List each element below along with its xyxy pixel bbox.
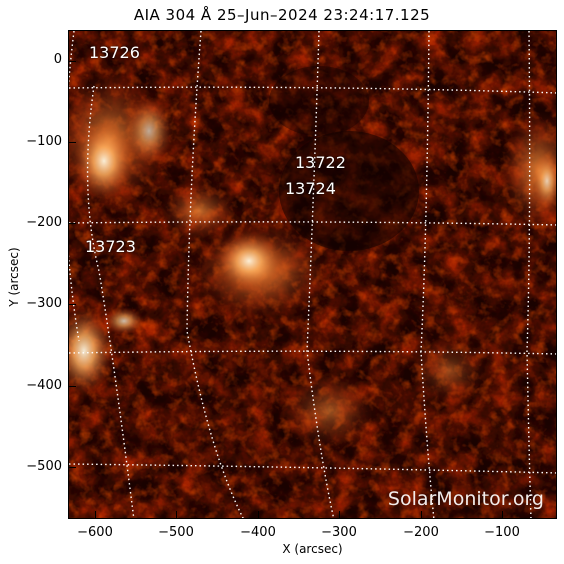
x-tick-mark [95,511,96,519]
x-tick-mark [258,511,259,519]
y-tick-mark [68,386,76,387]
region-label: 13724 [285,179,336,198]
x-tick-mark [176,511,177,519]
image-title: AIA 304 Å 25–Jun–2024 23:24:17.125 [133,6,431,24]
y-tick-mark [68,61,76,62]
x-tick-label: −500 [158,525,194,540]
region-label: 13722 [295,153,346,172]
x-tick-label: −600 [77,525,113,540]
x-tick-label: −200 [403,525,439,540]
x-tick-mark [502,511,503,519]
x-axis-label: X (arcsec) [282,542,343,556]
y-tick-label: 0 [53,52,62,67]
x-tick-label: −400 [240,525,276,540]
y-tick-label: −500 [26,459,62,474]
y-tick-label: −100 [26,134,62,149]
x-tick-label: −100 [484,525,520,540]
y-tick-mark [68,304,76,305]
y-axis-label: Y (arcsec) [7,247,21,307]
y-tick-mark [68,223,76,224]
region-label: 13723 [85,237,136,256]
y-tick-label: −400 [26,378,62,393]
solar-disk-image [69,31,556,518]
watermark: SolarMonitor.org [387,488,544,510]
y-tick-label: −300 [26,296,62,311]
y-tick-label: −200 [26,215,62,230]
solar-image: 13726 13722 13724 13723 SolarMonitor.org [68,30,557,519]
x-tick-mark [421,511,422,519]
x-tick-mark [339,511,340,519]
y-tick-mark [68,142,76,143]
region-label: 13726 [89,43,140,62]
y-tick-mark [68,467,76,468]
coordinate-grid [69,31,556,518]
x-tick-label: −300 [321,525,357,540]
